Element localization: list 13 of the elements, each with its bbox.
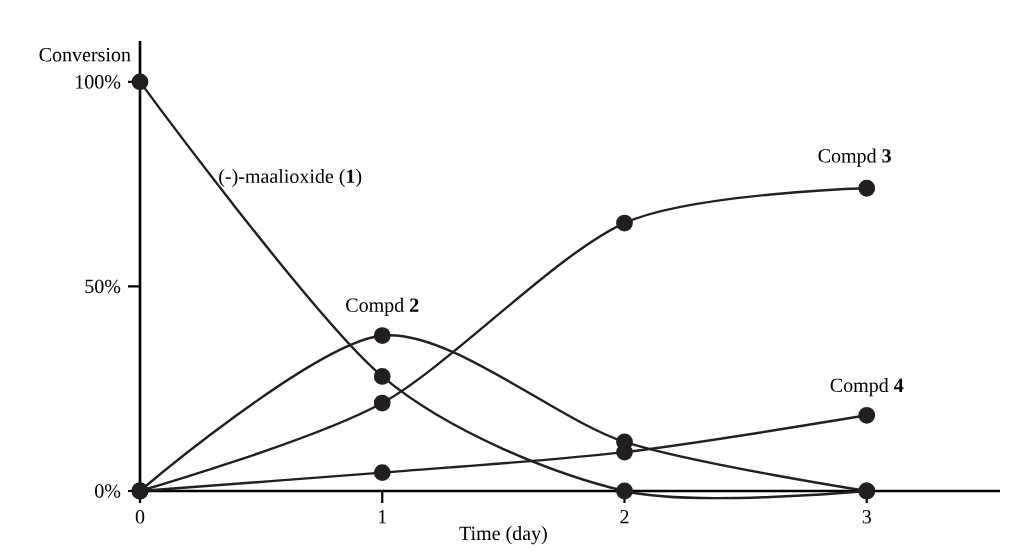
x-tick-label: 1 — [379, 510, 387, 524]
y-tick-label: 100% — [76, 75, 121, 89]
series-label: Compd 4 — [830, 377, 904, 397]
x-tick-label: 2 — [620, 510, 629, 524]
series-label: (-)-maalioxide (1) — [219, 168, 362, 188]
y-axis-title: Conversion — [39, 48, 131, 62]
y-tick-label: 0% — [95, 484, 121, 498]
x-tick-label: 3 — [862, 510, 871, 524]
series-label: Compd 3 — [818, 148, 891, 167]
series-label: Compd 2 — [346, 297, 419, 316]
x-tick-label: 0 — [135, 510, 145, 524]
x-axis-title: Time (day) — [459, 526, 547, 545]
y-tick-label: 50% — [85, 279, 121, 294]
